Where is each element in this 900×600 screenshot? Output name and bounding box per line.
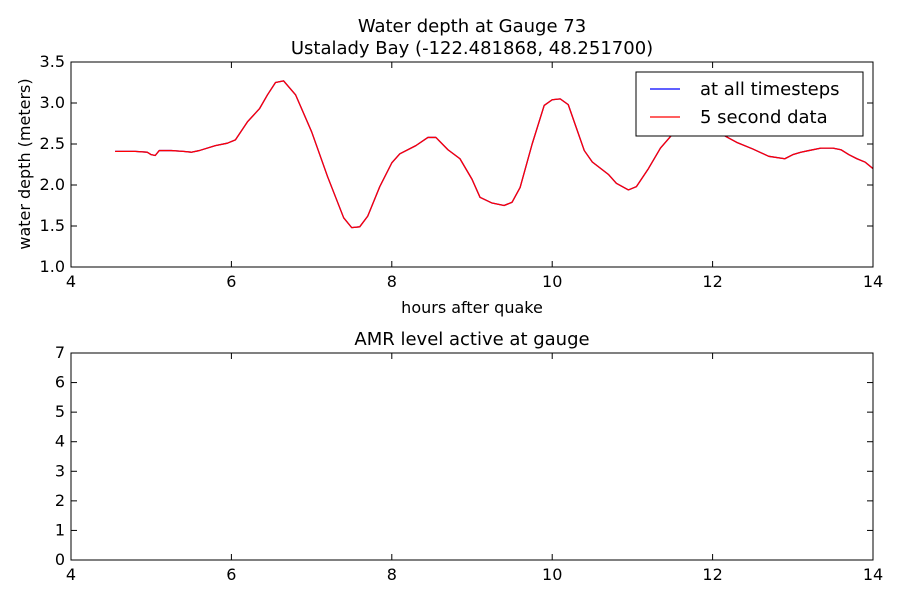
chart-title-line1: Water depth at Gauge 73 (358, 16, 586, 37)
y-axis-label: water depth (meters) (15, 78, 34, 249)
y-tick-label: 3.5 (40, 52, 65, 71)
x-axis-label: hours after quake (401, 298, 543, 317)
amr-x-tick-label: 12 (702, 565, 722, 584)
amr-y-tick-label: 3 (55, 461, 65, 480)
amr-chart-title: AMR level active at gauge (354, 329, 589, 350)
x-tick-label: 14 (863, 272, 883, 291)
amr-y-ticks: 0 1 2 3 4 5 6 7 (55, 343, 873, 569)
amr-x-tick-label: 4 (66, 565, 76, 584)
legend: at all timesteps 5 second data (635, 71, 864, 137)
legend-label-5-second-data: 5 second data (700, 107, 828, 128)
amr-x-tick-label: 8 (387, 565, 397, 584)
chart-title-line2: Ustalady Bay (-122.481868, 48.251700) (291, 38, 653, 59)
amr-y-tick-label: 6 (55, 373, 65, 392)
water-depth-chart: Water depth at Gauge 73 Ustalady Bay (-1… (15, 16, 883, 317)
y-tick-label: 1.5 (40, 216, 65, 235)
amr-y-tick-label: 0 (55, 550, 65, 569)
amr-y-tick-label: 4 (55, 432, 65, 451)
amr-x-tick-label: 10 (542, 565, 562, 584)
axes-frame (70, 61, 874, 268)
x-tick-label: 8 (387, 272, 397, 291)
legend-label-all-timesteps: at all timesteps (700, 79, 840, 100)
amr-level-chart: AMR level active at gauge 4 6 8 10 12 14 0123… (55, 329, 883, 584)
x-tick-label: 4 (66, 272, 76, 291)
legend-box (635, 71, 864, 137)
x-tick-label: 12 (702, 272, 722, 291)
y-tick-label: 2.0 (40, 175, 65, 194)
y-tick-label: 1.0 (40, 257, 65, 276)
amr-x-tick-label: 14 (863, 565, 883, 584)
series-line-5-second-data (115, 80, 873, 229)
y-tick-label: 2.5 (40, 134, 65, 153)
plot-area (115, 80, 873, 229)
x-ticks: 4 6 8 10 12 14 (66, 62, 883, 291)
amr-x-ticks: 4 6 8 10 12 14 (66, 353, 883, 584)
amr-y-tick-label: 7 (55, 343, 65, 362)
amr-y-tick-label: 5 (55, 402, 65, 421)
amr-x-tick-label: 6 (226, 565, 236, 584)
amr-y-tick-label: 1 (55, 520, 65, 539)
amr-y-tick-label: 2 (55, 491, 65, 510)
y-ticks: 1.0 1.5 2.0 2.5 3.0 3.5 (40, 52, 873, 276)
y-tick-label: 3.0 (40, 93, 65, 112)
x-tick-label: 10 (542, 272, 562, 291)
amr-axes-frame (70, 352, 874, 561)
x-tick-label: 6 (226, 272, 236, 291)
